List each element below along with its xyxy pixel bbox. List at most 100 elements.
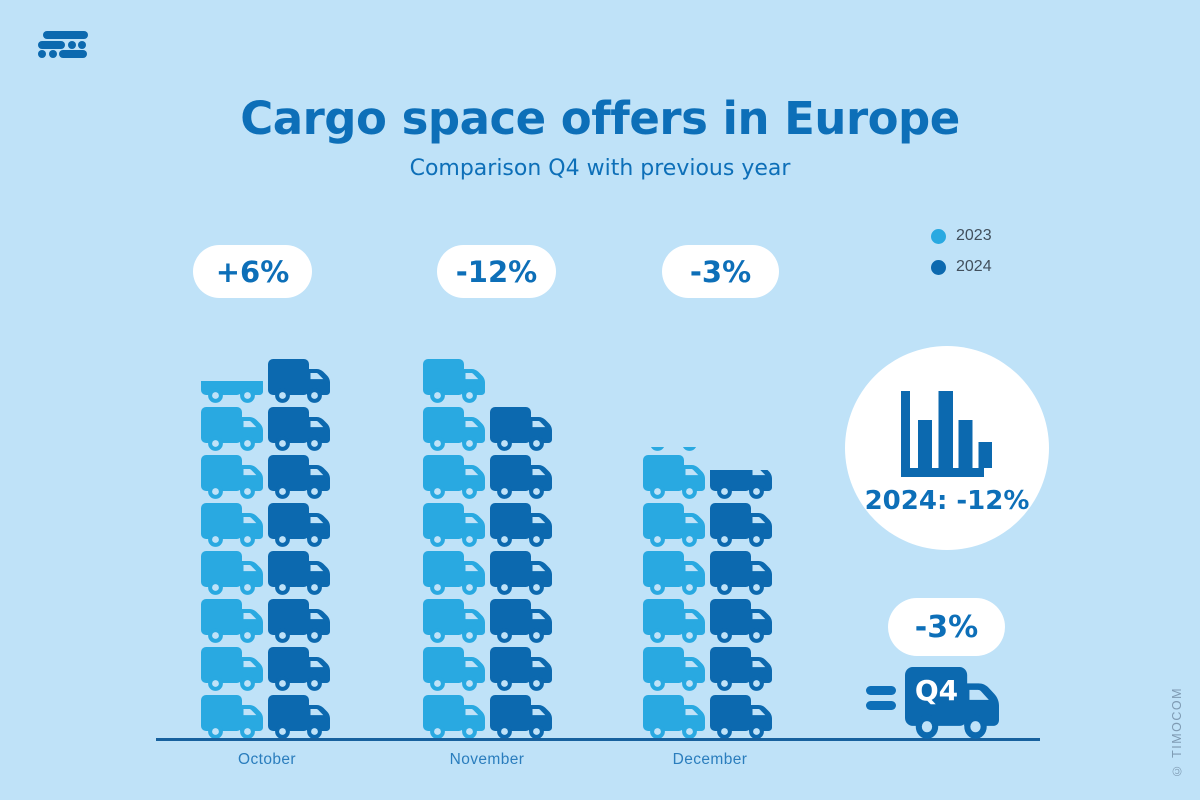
truck-icon-slot	[710, 647, 772, 691]
truck-icon-slot	[490, 407, 552, 451]
equals-bar	[866, 686, 896, 695]
legend-dot-2024	[931, 259, 946, 275]
truck-icon-slot	[423, 695, 485, 739]
truck-icon	[268, 551, 330, 595]
truck-icon-slot	[490, 695, 552, 739]
equals-bar	[866, 701, 896, 710]
truck-icon-slot	[710, 695, 772, 739]
truck-icon	[490, 695, 552, 739]
truck-icon-slot	[201, 599, 263, 643]
truck-icon	[423, 695, 485, 739]
truck-icon	[490, 551, 552, 595]
truck-stack-2023-october	[201, 381, 263, 739]
truck-icon	[201, 503, 263, 547]
copyright-note: © TIMOCOM	[1170, 686, 1184, 778]
truck-icon	[643, 695, 705, 739]
truck-icon-slot	[201, 503, 263, 547]
truck-icon	[268, 695, 330, 739]
truck-icon	[710, 647, 772, 691]
truck-icon	[268, 407, 330, 451]
truck-icon-slot	[423, 599, 485, 643]
change-badge-november: -12%	[437, 245, 556, 298]
truck-icon-slot	[268, 455, 330, 499]
truck-icon-slot	[268, 647, 330, 691]
chart-baseline	[156, 738, 1040, 741]
truck-icon	[201, 455, 263, 499]
q4-truck-label: Q4	[914, 674, 959, 707]
logo-dot	[68, 40, 76, 49]
truck-icon-slot	[268, 599, 330, 643]
year-stat-label: 2024: -12%	[864, 486, 1030, 516]
truck-icon-slot	[268, 551, 330, 595]
truck-icon-slot	[643, 551, 705, 595]
legend-dot-2023	[931, 228, 946, 244]
truck-icon	[268, 359, 330, 403]
truck-icon-slot	[710, 599, 772, 643]
truck-icon	[643, 503, 705, 547]
partial-truck-icon	[201, 381, 263, 403]
truck-icon	[423, 503, 485, 547]
truck-icon-slot	[423, 407, 485, 451]
logo-bar	[43, 31, 88, 39]
logo-dot	[48, 50, 57, 58]
truck-icon-slot	[201, 455, 263, 499]
month-label-october: October	[238, 751, 296, 768]
legend-item-2024: 2024	[931, 258, 992, 276]
page-title: Cargo space offers in Europe	[240, 92, 960, 145]
truck-icon	[643, 447, 705, 451]
truck-icon	[643, 551, 705, 595]
truck-icon-slot	[268, 503, 330, 547]
truck-icon	[268, 599, 330, 643]
logo-dot	[38, 50, 46, 58]
truck-icon	[423, 599, 485, 643]
truck-icon-slot	[423, 503, 485, 547]
truck-icon	[490, 407, 552, 451]
truck-stack-2024-october	[268, 359, 330, 739]
truck-icon	[268, 503, 330, 547]
truck-icon-slot	[490, 647, 552, 691]
truck-icon-slot	[423, 359, 485, 403]
truck-icon	[268, 455, 330, 499]
change-badge-october: +6%	[193, 245, 312, 298]
truck-icon-slot	[490, 503, 552, 547]
truck-icon	[423, 455, 485, 499]
truck-stack-2023-december	[643, 447, 705, 739]
truck-icon	[201, 695, 263, 739]
logo-bar	[38, 40, 65, 49]
truck-icon-slot	[490, 455, 552, 499]
truck-icon	[710, 470, 772, 499]
truck-icon	[201, 551, 263, 595]
partial-truck-icon	[710, 470, 772, 499]
truck-icon	[423, 407, 485, 451]
truck-icon	[423, 359, 485, 403]
legend-item-2023: 2023	[931, 227, 992, 245]
truck-icon	[490, 647, 552, 691]
truck-icon-slot	[643, 599, 705, 643]
bar-chart-icon	[901, 391, 992, 477]
truck-icon	[201, 647, 263, 691]
summary-circle: 2024: -12%	[845, 346, 1049, 550]
truck-icon-slot	[710, 503, 772, 547]
truck-icon-slot	[423, 551, 485, 595]
timocom-logo-icon	[38, 31, 90, 59]
truck-icon	[710, 599, 772, 643]
truck-stack-2023-november	[423, 359, 485, 739]
truck-icon	[490, 599, 552, 643]
truck-icon-slot	[643, 503, 705, 547]
logo-bar	[59, 50, 87, 58]
page-subtitle: Comparison Q4 with previous year	[409, 156, 791, 181]
truck-icon	[490, 503, 552, 547]
truck-icon	[710, 551, 772, 595]
truck-icon-slot	[423, 647, 485, 691]
truck-icon-slot	[643, 695, 705, 739]
truck-icon	[643, 455, 705, 499]
truck-icon	[201, 599, 263, 643]
q4-truck-icon: Q4	[905, 667, 999, 739]
truck-icon-slot	[268, 695, 330, 739]
truck-icon	[423, 647, 485, 691]
truck-icon	[423, 551, 485, 595]
month-label-november: November	[449, 751, 525, 768]
truck-icon	[201, 407, 263, 451]
legend-label: 2024	[956, 258, 992, 275]
truck-icon	[201, 381, 263, 403]
